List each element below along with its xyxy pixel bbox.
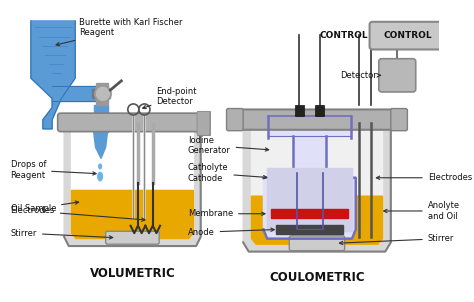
Polygon shape	[267, 169, 352, 231]
Polygon shape	[94, 105, 108, 132]
Circle shape	[96, 87, 109, 100]
Polygon shape	[315, 105, 324, 116]
Text: End-point
Detector: End-point Detector	[143, 87, 197, 109]
FancyBboxPatch shape	[235, 109, 399, 130]
Polygon shape	[31, 21, 75, 129]
Circle shape	[95, 85, 111, 102]
FancyBboxPatch shape	[58, 113, 207, 132]
Polygon shape	[72, 122, 193, 239]
FancyBboxPatch shape	[227, 108, 243, 131]
Polygon shape	[92, 89, 110, 98]
Text: Anolyte
and Oil: Anolyte and Oil	[384, 201, 460, 221]
Polygon shape	[252, 120, 383, 244]
Polygon shape	[293, 136, 326, 178]
Polygon shape	[276, 225, 343, 234]
Polygon shape	[295, 105, 304, 116]
Text: Membrane: Membrane	[188, 209, 265, 218]
Polygon shape	[264, 178, 356, 239]
Text: Detector: Detector	[340, 71, 381, 80]
FancyBboxPatch shape	[106, 231, 159, 244]
Text: CONTROL: CONTROL	[383, 31, 432, 40]
Text: Stirrer: Stirrer	[339, 234, 454, 245]
FancyBboxPatch shape	[370, 22, 445, 50]
Text: Electrodes: Electrodes	[10, 207, 145, 221]
Ellipse shape	[98, 172, 102, 181]
Polygon shape	[96, 83, 109, 105]
FancyBboxPatch shape	[391, 108, 408, 131]
Text: Stirrer: Stirrer	[10, 229, 113, 239]
Text: COULOMETRIC: COULOMETRIC	[269, 271, 365, 284]
Polygon shape	[94, 132, 108, 158]
Polygon shape	[64, 122, 201, 246]
Polygon shape	[197, 111, 210, 135]
Text: Drops of
Reagent: Drops of Reagent	[10, 160, 96, 180]
FancyBboxPatch shape	[197, 111, 210, 135]
Text: Iodine
Generator: Iodine Generator	[188, 136, 269, 155]
Text: Catholyte
Cathode: Catholyte Cathode	[188, 163, 267, 183]
Text: Burette with Karl Fischer
Reagent: Burette with Karl Fischer Reagent	[56, 18, 182, 46]
FancyBboxPatch shape	[379, 59, 416, 92]
Polygon shape	[72, 190, 193, 239]
Text: VOLUMETRIC: VOLUMETRIC	[90, 267, 175, 280]
Polygon shape	[268, 116, 351, 136]
Polygon shape	[52, 86, 101, 101]
FancyBboxPatch shape	[289, 236, 345, 251]
Polygon shape	[243, 120, 391, 252]
Polygon shape	[271, 209, 348, 218]
Text: Electrodes: Electrodes	[376, 173, 472, 182]
Text: Anode: Anode	[188, 228, 274, 237]
Text: CONTROL: CONTROL	[319, 31, 368, 40]
Ellipse shape	[99, 164, 101, 169]
Polygon shape	[252, 196, 383, 244]
Text: Oil Sample: Oil Sample	[10, 201, 79, 213]
